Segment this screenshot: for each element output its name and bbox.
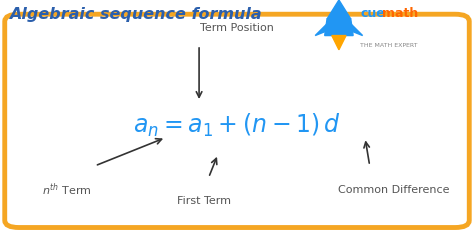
- Text: $n^{th}$ Term: $n^{th}$ Term: [42, 181, 91, 198]
- Text: math: math: [382, 7, 418, 20]
- Polygon shape: [327, 0, 351, 19]
- Text: cue: cue: [360, 7, 385, 20]
- Text: First Term: First Term: [177, 196, 231, 206]
- Polygon shape: [325, 19, 353, 36]
- Polygon shape: [332, 36, 346, 50]
- FancyBboxPatch shape: [5, 14, 469, 228]
- Polygon shape: [315, 24, 327, 36]
- Text: THE MATH EXPERT: THE MATH EXPERT: [360, 43, 418, 48]
- Text: $a_n = a_1 + (n - 1)\, d$: $a_n = a_1 + (n - 1)\, d$: [133, 112, 341, 139]
- Polygon shape: [351, 24, 363, 36]
- Text: Algebraic sequence formula: Algebraic sequence formula: [9, 7, 262, 22]
- Text: Common Difference: Common Difference: [337, 185, 449, 195]
- Text: Term Position: Term Position: [200, 23, 274, 33]
